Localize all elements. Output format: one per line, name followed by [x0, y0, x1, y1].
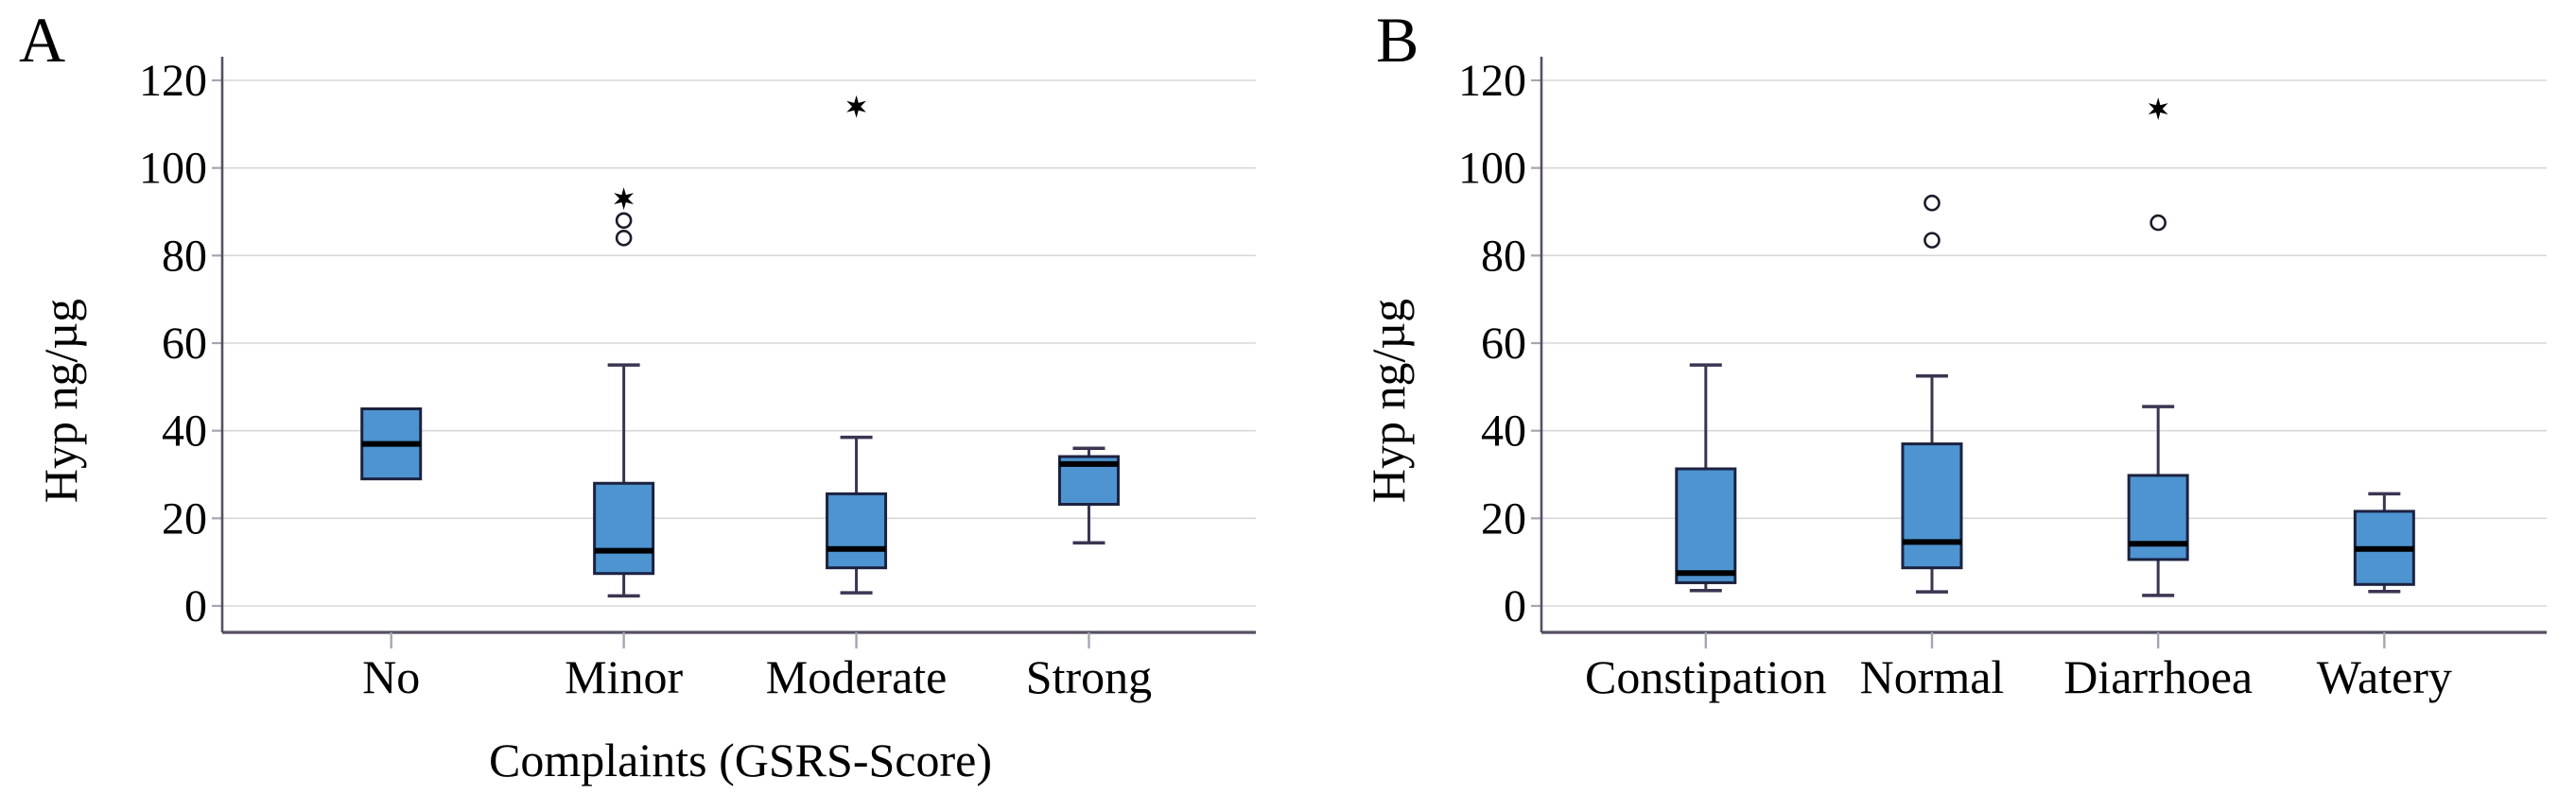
y-tick-label: 100	[139, 144, 207, 194]
boxplot-box	[1901, 442, 1963, 570]
panel-b-y-axis-title: Hyp ng/µg	[1362, 298, 1415, 504]
y-tick-label: 100	[1458, 144, 1526, 194]
category-label: Strong	[1026, 650, 1152, 703]
y-tick-label: 40	[1481, 406, 1526, 457]
outlier-circle-marker	[615, 230, 633, 247]
y-tick-label: 80	[162, 231, 207, 281]
y-tick-label: 40	[162, 406, 207, 457]
category-label: Constipation	[1585, 650, 1827, 703]
category-label: Minor	[565, 650, 683, 703]
outlier-circle-marker	[2150, 214, 2167, 232]
outlier-circle-marker	[1923, 232, 1941, 249]
boxplot-box	[826, 492, 888, 570]
category-label: Watery	[2317, 650, 2452, 703]
panel-b-letter: B	[1376, 4, 1419, 76]
panel-a-letter: A	[19, 4, 66, 76]
y-tick-label: 0	[1504, 581, 1526, 631]
panel-a-x-axis-title: Complaints (GSRS-Score)	[489, 734, 992, 786]
y-tick-label: 60	[1481, 319, 1526, 369]
y-tick-label: 20	[162, 493, 207, 544]
y-tick-label: 80	[1481, 231, 1526, 281]
boxplot-box	[593, 481, 655, 576]
panel-a-y-axis-title: Hyp ng/µg	[34, 298, 87, 504]
y-tick-label: 20	[1481, 493, 1526, 544]
y-tick-label: 60	[162, 319, 207, 369]
boxplot-box	[1675, 467, 1737, 584]
outlier-star-marker	[2148, 97, 2168, 121]
category-label: Moderate	[766, 650, 948, 703]
y-tick-label: 120	[139, 56, 207, 106]
category-label: Normal	[1860, 650, 2005, 703]
outlier-circle-marker	[1923, 194, 1941, 212]
y-tick-label: 0	[184, 581, 207, 631]
category-label: No	[362, 650, 420, 703]
outlier-circle-marker	[615, 212, 633, 230]
outlier-star-marker	[614, 187, 634, 211]
boxplot-box	[2127, 474, 2189, 561]
outlier-star-marker	[846, 95, 866, 118]
category-label: Diarrhoea	[2063, 650, 2253, 703]
y-tick-label: 120	[1458, 56, 1526, 106]
